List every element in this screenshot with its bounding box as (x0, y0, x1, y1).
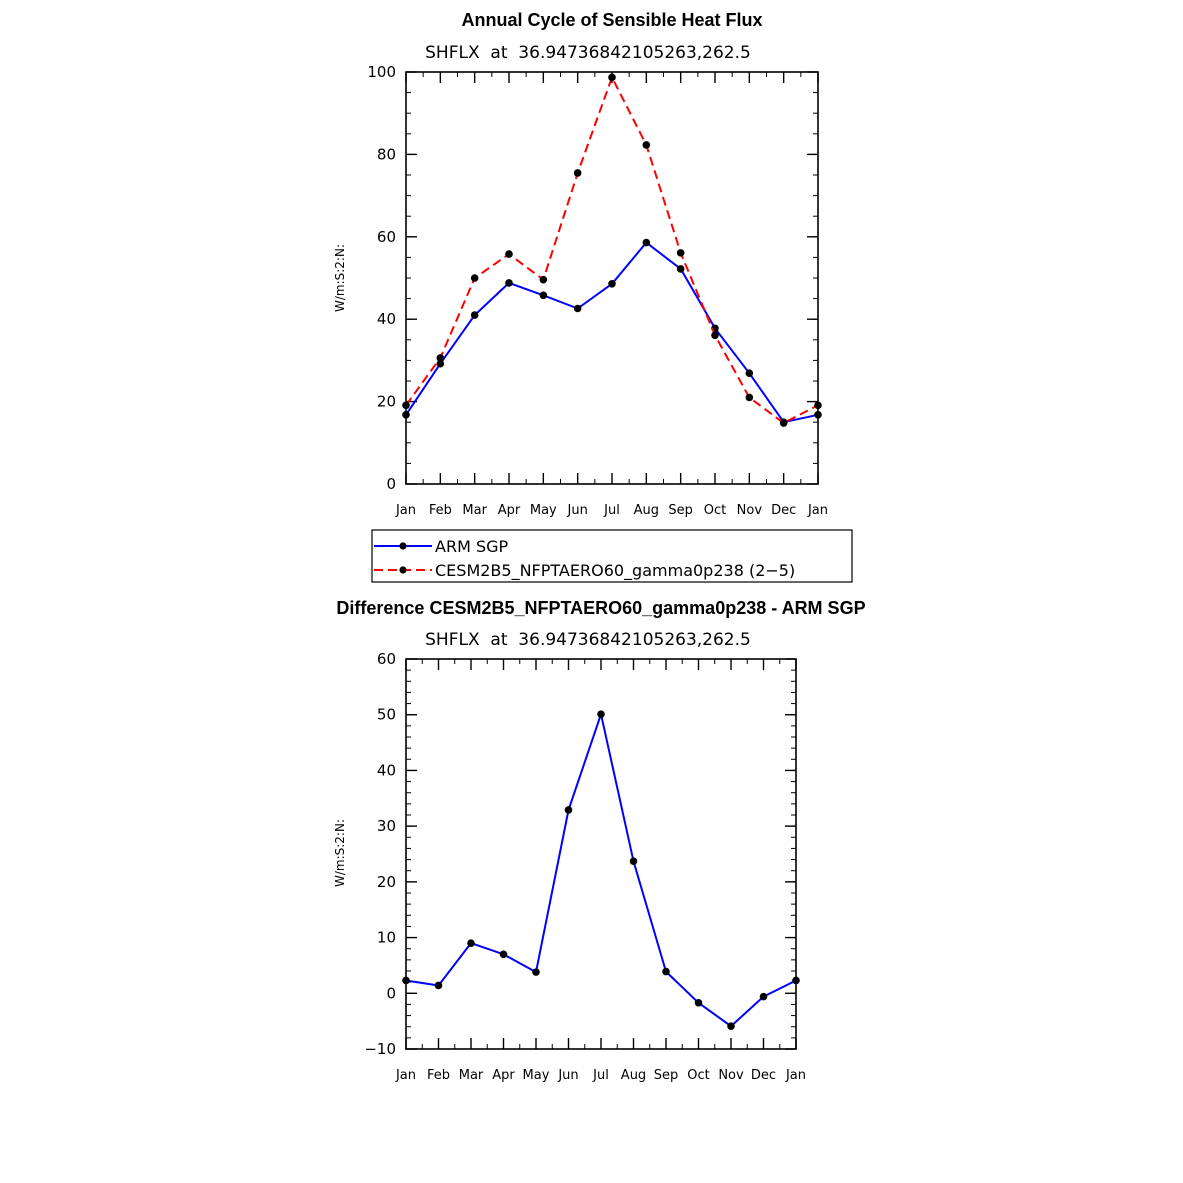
data-point (642, 238, 651, 247)
x-tick-label: Sep (668, 503, 693, 518)
x-tick-label: Mar (462, 503, 487, 518)
data-point (539, 275, 548, 284)
data-point (573, 304, 582, 313)
data-point (402, 976, 410, 985)
y-tick-label: 20 (377, 393, 396, 411)
data-point (467, 939, 475, 947)
data-point (402, 401, 410, 410)
data-point (505, 250, 513, 258)
legend: ARM SGP CESM2B5_NFPTAERO60_gamma0p238 (2… (371, 529, 853, 583)
x-tick-label: May (523, 1068, 550, 1083)
data-point (629, 857, 638, 866)
y-axis-label: W/m:S:2:N: (333, 244, 347, 312)
x-tick-label: Jul (592, 1068, 609, 1083)
data-point (779, 419, 788, 427)
plot-area-difference: −10 0 10 20 30 40 50 60 Jan Feb Mar Apr May Jun Jul Aug… (364, 650, 806, 1083)
data-point (499, 950, 508, 959)
data-point (436, 354, 445, 362)
y-tick-label: 50 (377, 706, 396, 724)
data-point (759, 992, 768, 1001)
data-point (608, 73, 616, 82)
x-tick-label: Nov (718, 1068, 744, 1083)
data-point (745, 393, 754, 402)
legend-label-arm-sgp: ARM SGP (435, 537, 509, 556)
x-tick-label: Aug (621, 1068, 646, 1083)
legend-marker-cesm (399, 566, 407, 574)
x-tick-label: Jun (557, 1068, 578, 1083)
chart-title: Annual Cycle of Sensible Heat Flux (461, 10, 762, 30)
chart-annual-cycle: Annual Cycle of Sensible Heat Flux SHFLX… (333, 10, 853, 583)
legend-label-cesm: CESM2B5_NFPTAERO60_gamma0p238 (2−5) (435, 561, 795, 581)
data-point (434, 981, 443, 990)
x-tick-label: Feb (429, 503, 452, 518)
data-point (573, 169, 582, 177)
y-tick-label: 0 (386, 475, 396, 493)
data-point (711, 331, 719, 340)
y-tick-label: 30 (377, 817, 396, 835)
plot-area-annual-cycle: 0 20 40 60 80 100 Jan Feb Mar Apr May Jun Jul Aug Sep O… (367, 63, 828, 518)
x-tick-label: Jun (567, 503, 588, 518)
data-point (642, 141, 651, 149)
x-tick-label: Aug (634, 503, 659, 518)
data-point (505, 279, 513, 287)
data-point (470, 274, 479, 282)
x-tick-label: Jan (807, 503, 828, 518)
y-tick-label: 40 (377, 761, 396, 779)
y-tick-label: 20 (377, 873, 396, 891)
y-tick-label: −10 (364, 1040, 396, 1058)
y-tick-label: 80 (377, 145, 396, 163)
x-tick-label: Feb (427, 1068, 450, 1083)
chart-difference: Difference CESM2B5_NFPTAERO60_gamma0p238… (333, 598, 866, 1083)
y-tick-label: 0 (386, 984, 396, 1002)
data-point (532, 968, 540, 976)
chart-subtitle: SHFLX at 36.94736842105263,262.5 (425, 43, 751, 63)
data-point (608, 279, 616, 288)
x-tick-label: Apr (498, 503, 521, 518)
x-tick-label: Apr (492, 1068, 515, 1083)
x-tick-label: May (530, 503, 557, 518)
x-tick-label: Jul (603, 503, 620, 518)
data-point (402, 410, 410, 419)
x-tick-label: Sep (654, 1068, 679, 1083)
x-tick-label: Jan (395, 1068, 416, 1083)
data-point (676, 265, 685, 273)
x-tick-label: Dec (771, 503, 796, 518)
data-point (662, 967, 670, 976)
data-point (745, 369, 754, 377)
y-tick-label: 60 (377, 228, 396, 246)
data-point (727, 1022, 735, 1030)
y-tick-label: 100 (367, 63, 396, 81)
x-tick-label: Oct (704, 503, 726, 518)
chart-subtitle: SHFLX at 36.94736842105263,262.5 (425, 630, 751, 650)
y-tick-label: 60 (377, 650, 396, 668)
data-point (814, 401, 822, 410)
x-tick-label: Mar (459, 1068, 484, 1083)
data-point (814, 410, 822, 419)
y-tick-label: 40 (377, 310, 396, 328)
x-tick-label: Jan (395, 503, 416, 518)
x-tick-label: Oct (687, 1068, 709, 1083)
data-point (436, 359, 445, 368)
data-point (597, 710, 605, 718)
x-tick-label: Dec (751, 1068, 776, 1083)
y-tick-label: 10 (377, 929, 396, 947)
data-point (470, 311, 479, 319)
y-axis-label: W/m:S:2:N: (333, 819, 347, 887)
data-point (539, 291, 548, 300)
legend-marker-arm-sgp (399, 542, 407, 550)
x-tick-label: Nov (737, 503, 763, 518)
x-tick-label: Jan (785, 1068, 806, 1083)
data-point (694, 998, 703, 1007)
legend-box (371, 529, 853, 583)
data-point (792, 976, 800, 985)
data-point (564, 806, 573, 814)
data-point (676, 249, 685, 257)
chart-title: Difference CESM2B5_NFPTAERO60_gamma0p238… (336, 598, 865, 618)
